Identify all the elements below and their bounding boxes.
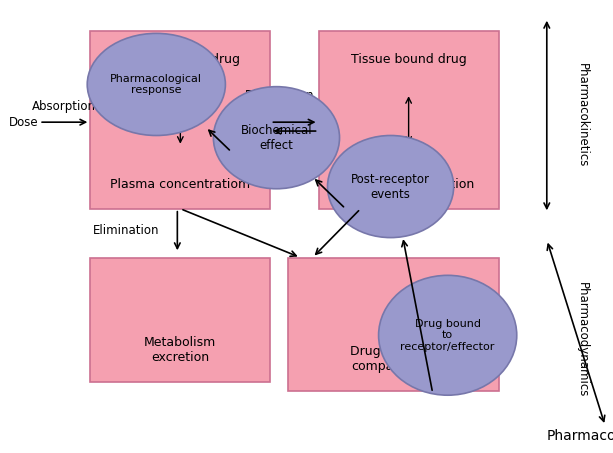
FancyBboxPatch shape [319,31,499,209]
FancyBboxPatch shape [90,258,270,382]
Text: Pharmacokinetics: Pharmacokinetics [576,63,589,168]
Text: Protein bound drug: Protein bound drug [120,53,240,66]
Text: Metabolism
excretion: Metabolism excretion [144,336,216,364]
Ellipse shape [213,87,340,189]
Text: Biochemical
effect: Biochemical effect [241,124,312,152]
Ellipse shape [87,34,226,135]
Text: Drug in effect
compartment: Drug in effect compartment [351,345,437,373]
FancyBboxPatch shape [90,31,270,209]
FancyBboxPatch shape [289,258,499,391]
Ellipse shape [379,275,517,395]
Text: Drug bound
to
receptor/effector: Drug bound to receptor/effector [400,318,495,352]
Text: Plasma concentratiom: Plasma concentratiom [110,178,250,191]
Text: Tissue bound drug: Tissue bound drug [351,53,466,66]
Text: Absorption: Absorption [32,100,96,113]
Text: Tissue concentration: Tissue concentration [343,178,474,191]
Text: Dose: Dose [9,116,39,129]
Text: Post-receptor
events: Post-receptor events [351,173,430,201]
Text: Pharmacokinetics: Pharmacokinetics [547,244,613,443]
Text: Elimination: Elimination [93,223,160,236]
Text: Pharmacological
response: Pharmacological response [110,74,202,95]
Ellipse shape [327,135,454,238]
Text: Pharmacodynamics: Pharmacodynamics [576,282,589,397]
Text: Distribution: Distribution [245,89,314,102]
